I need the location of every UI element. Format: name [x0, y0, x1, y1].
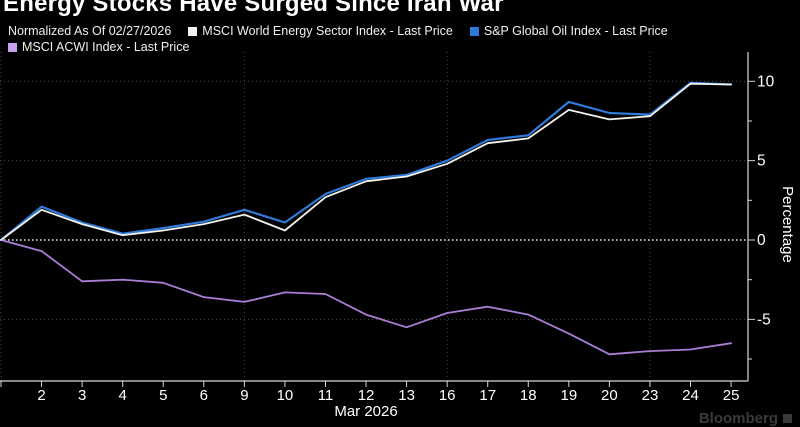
vertical-gridlines — [0, 52, 651, 381]
normalized-note: Normalized As Of 02/27/2026 — [8, 24, 172, 38]
legend-swatch-icon — [188, 26, 198, 36]
x-tick-label: 11 — [318, 387, 334, 404]
legend-row-2: MSCI ACWI Index - Last Price — [8, 39, 800, 55]
x-tick-label: 9 — [240, 387, 248, 404]
series-lines — [0, 81, 733, 356]
legend-swatch-icon — [8, 42, 17, 52]
y-axis-ticks: 10 5 0 -5 Percentage — [748, 73, 796, 360]
x-tick-label: 17 — [479, 387, 496, 404]
x-tick-label: 5 — [159, 387, 167, 404]
legend-label: MSCI World Energy Sector Index - Last Pr… — [202, 24, 453, 38]
x-tick-label: 25 — [723, 387, 740, 404]
x-tick-label: 10 — [277, 387, 294, 404]
horizontal-gridlines — [0, 80, 748, 320]
x-tick-label: 19 — [560, 387, 577, 404]
x-tick-label: 20 — [601, 387, 618, 404]
x-tick-label: 12 — [358, 387, 375, 404]
axes — [0, 52, 749, 382]
series-line-s-p-global-oil-index-last-price — [0, 81, 733, 242]
x-tick-label: 23 — [642, 387, 659, 404]
series-line-msci-acwi-index-last-price — [0, 239, 732, 356]
legend-item-msci-acwi: MSCI ACWI Index - Last Price — [8, 39, 189, 55]
y-tick-label: -5 — [757, 311, 771, 328]
legend-label: MSCI ACWI Index - Last Price — [22, 40, 190, 54]
x-tick-label: 18 — [520, 387, 537, 404]
series-line-msci-world-energy-sector-index-last-price — [0, 82, 732, 241]
legend-swatch-icon — [469, 26, 479, 36]
x-tick-label: 24 — [682, 387, 699, 404]
legend-item-sp-global-oil: S&P Global Oil Index - Last Price — [469, 23, 668, 39]
legend-label: S&P Global Oil Index - Last Price — [483, 24, 668, 38]
y-tick-label: 0 — [757, 232, 766, 249]
x-tick-label: 6 — [200, 387, 208, 404]
page-title: Energy Stocks Have Surged Since Iran War — [3, 0, 504, 17]
y-tick-label: 5 — [757, 153, 766, 170]
x-tick-label: 4 — [119, 387, 127, 404]
chart-legend: Normalized As Of 02/27/2026 MSCI World E… — [8, 23, 800, 55]
x-tick-label: 3 — [78, 387, 86, 404]
legend-row-1: Normalized As Of 02/27/2026 MSCI World E… — [8, 23, 800, 39]
legend-item-msci-world-energy: MSCI World Energy Sector Index - Last Pr… — [188, 23, 453, 39]
x-axis-title: Mar 2026 — [334, 403, 397, 419]
x-tick-label: 2 — [37, 387, 45, 404]
y-tick-label: 10 — [757, 73, 775, 90]
y-axis-title: Percentage — [779, 186, 796, 263]
x-tick-label: 16 — [439, 387, 456, 404]
x-tick-label: 13 — [398, 387, 415, 404]
